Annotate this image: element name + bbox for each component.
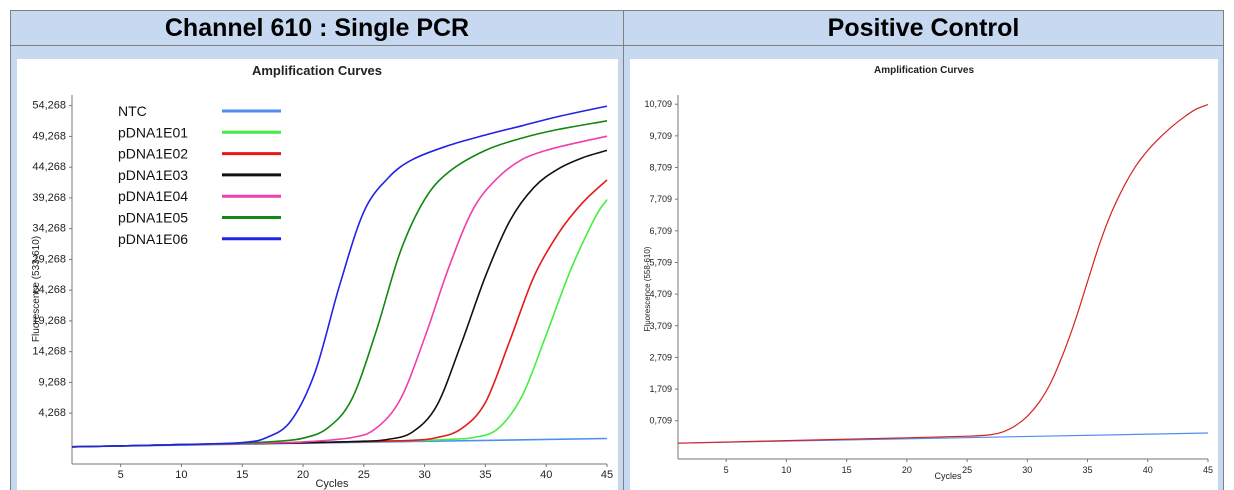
- table-border-left: [10, 10, 11, 490]
- panel-header-right: Positive Control: [624, 11, 1223, 46]
- y-tick-label: 4,268: [38, 407, 66, 419]
- x-tick-label: 40: [1143, 465, 1153, 475]
- y-tick-label: 5,709: [649, 257, 672, 267]
- y-tick-label: 9,268: [38, 376, 66, 388]
- y-tick-label: 6,709: [649, 226, 672, 236]
- y-tick-label: 34,268: [32, 223, 66, 235]
- y-tick-label: 49,268: [32, 130, 66, 142]
- y-tick-label: 24,268: [32, 284, 66, 296]
- amplification-chart-left: Amplification Curves Cycles Fluorescence…: [17, 59, 618, 490]
- x-tick-label: 10: [781, 465, 791, 475]
- x-tick-label: 10: [175, 469, 187, 481]
- x-tick-label: 15: [842, 465, 852, 475]
- x-tick-label: 35: [1083, 465, 1093, 475]
- chart-left-title: Amplification Curves: [252, 63, 382, 78]
- table-border-right: [1223, 10, 1224, 490]
- chart-right-ylabel: Fluorescence (558-610): [643, 246, 652, 331]
- x-tick-label: 20: [297, 469, 309, 481]
- x-tick-label: 20: [902, 465, 912, 475]
- amplification-chart-right: Amplification Curves Cycles Fluorescence…: [630, 59, 1218, 490]
- y-tick-label: 0,709: [649, 416, 672, 426]
- series-line-1: [677, 103, 1209, 444]
- x-tick-label: 45: [601, 469, 613, 481]
- y-tick-label: 2,709: [649, 352, 672, 362]
- x-tick-label: 15: [236, 469, 248, 481]
- y-tick-label: 7,709: [649, 194, 672, 204]
- legend-label: pDNA1E01: [118, 124, 188, 140]
- y-tick-label: 9,709: [649, 131, 672, 141]
- y-tick-label: 19,268: [32, 315, 66, 327]
- x-tick-label: 25: [358, 469, 370, 481]
- y-tick-label: 3,709: [649, 321, 672, 331]
- legend-label: pDNA1E05: [118, 210, 188, 226]
- legend-label: pDNA1E06: [118, 231, 188, 247]
- chart-right-xlabel: Cycles: [934, 471, 962, 481]
- y-tick-label: 44,268: [32, 161, 66, 173]
- y-tick-label: 8,709: [649, 163, 672, 173]
- chart-right-title: Amplification Curves: [874, 65, 974, 76]
- x-tick-label: 5: [118, 469, 124, 481]
- legend-label: pDNA1E02: [118, 146, 188, 162]
- x-tick-label: 5: [724, 465, 729, 475]
- y-tick-label: 10,709: [644, 99, 672, 109]
- x-tick-label: 35: [479, 469, 491, 481]
- x-tick-label: 30: [418, 469, 430, 481]
- x-tick-label: 45: [1203, 465, 1213, 475]
- chart-left-xlabel: Cycles: [315, 478, 349, 490]
- y-tick-label: 1,709: [649, 384, 672, 394]
- y-tick-label: 54,268: [32, 100, 66, 112]
- legend-label: pDNA1E04: [118, 188, 188, 204]
- y-tick-label: 14,268: [32, 346, 66, 358]
- x-tick-label: 40: [540, 469, 552, 481]
- table-border-top: [10, 10, 1224, 11]
- x-tick-label: 25: [962, 465, 972, 475]
- chart-left-ylabel: Fluorescence (533-610): [31, 236, 42, 342]
- legend-label: pDNA1E03: [118, 167, 188, 183]
- y-tick-label: 39,268: [32, 192, 66, 204]
- panel-header-left: Channel 610 : Single PCR: [11, 11, 623, 46]
- y-tick-label: 29,268: [32, 253, 66, 265]
- table-divider: [623, 10, 624, 490]
- legend-label: NTC: [118, 103, 147, 119]
- y-tick-label: 4,709: [649, 289, 672, 299]
- chart-left-background: [17, 59, 618, 490]
- series-line-pdna1e06: [71, 105, 608, 448]
- chart-right-background: [630, 59, 1218, 490]
- x-tick-label: 30: [1022, 465, 1032, 475]
